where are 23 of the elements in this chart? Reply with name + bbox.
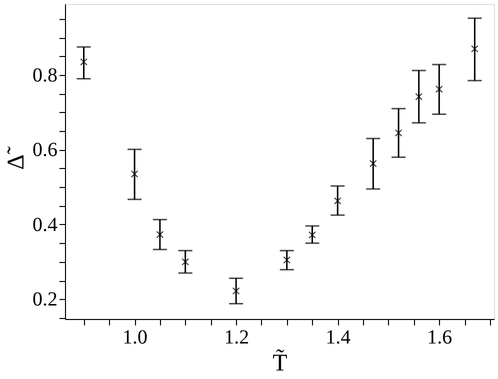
point	[283, 256, 291, 264]
y-tick-label: 0.2	[32, 288, 58, 311]
point	[470, 45, 478, 53]
y-axis-title: Δ̃	[4, 146, 30, 170]
point	[182, 258, 190, 266]
point	[130, 170, 138, 178]
x-tick-label: 1.6	[427, 326, 452, 348]
point	[80, 58, 88, 66]
y-tick-label: 0.4	[32, 214, 58, 236]
point	[435, 85, 443, 93]
point	[415, 92, 423, 100]
point	[369, 160, 377, 168]
y-tick-label: 0.8	[32, 64, 58, 86]
point	[394, 129, 402, 137]
x-axis-title: T̃	[272, 348, 288, 376]
point	[334, 197, 342, 205]
point	[156, 230, 164, 238]
x-tick-label: 1.4	[326, 326, 351, 348]
point	[308, 231, 316, 239]
x-tick-label: 1.2	[224, 326, 250, 348]
y-tick-label: 0.6	[32, 139, 58, 162]
point	[232, 287, 240, 295]
x-tick-label: 1.0	[122, 326, 148, 348]
